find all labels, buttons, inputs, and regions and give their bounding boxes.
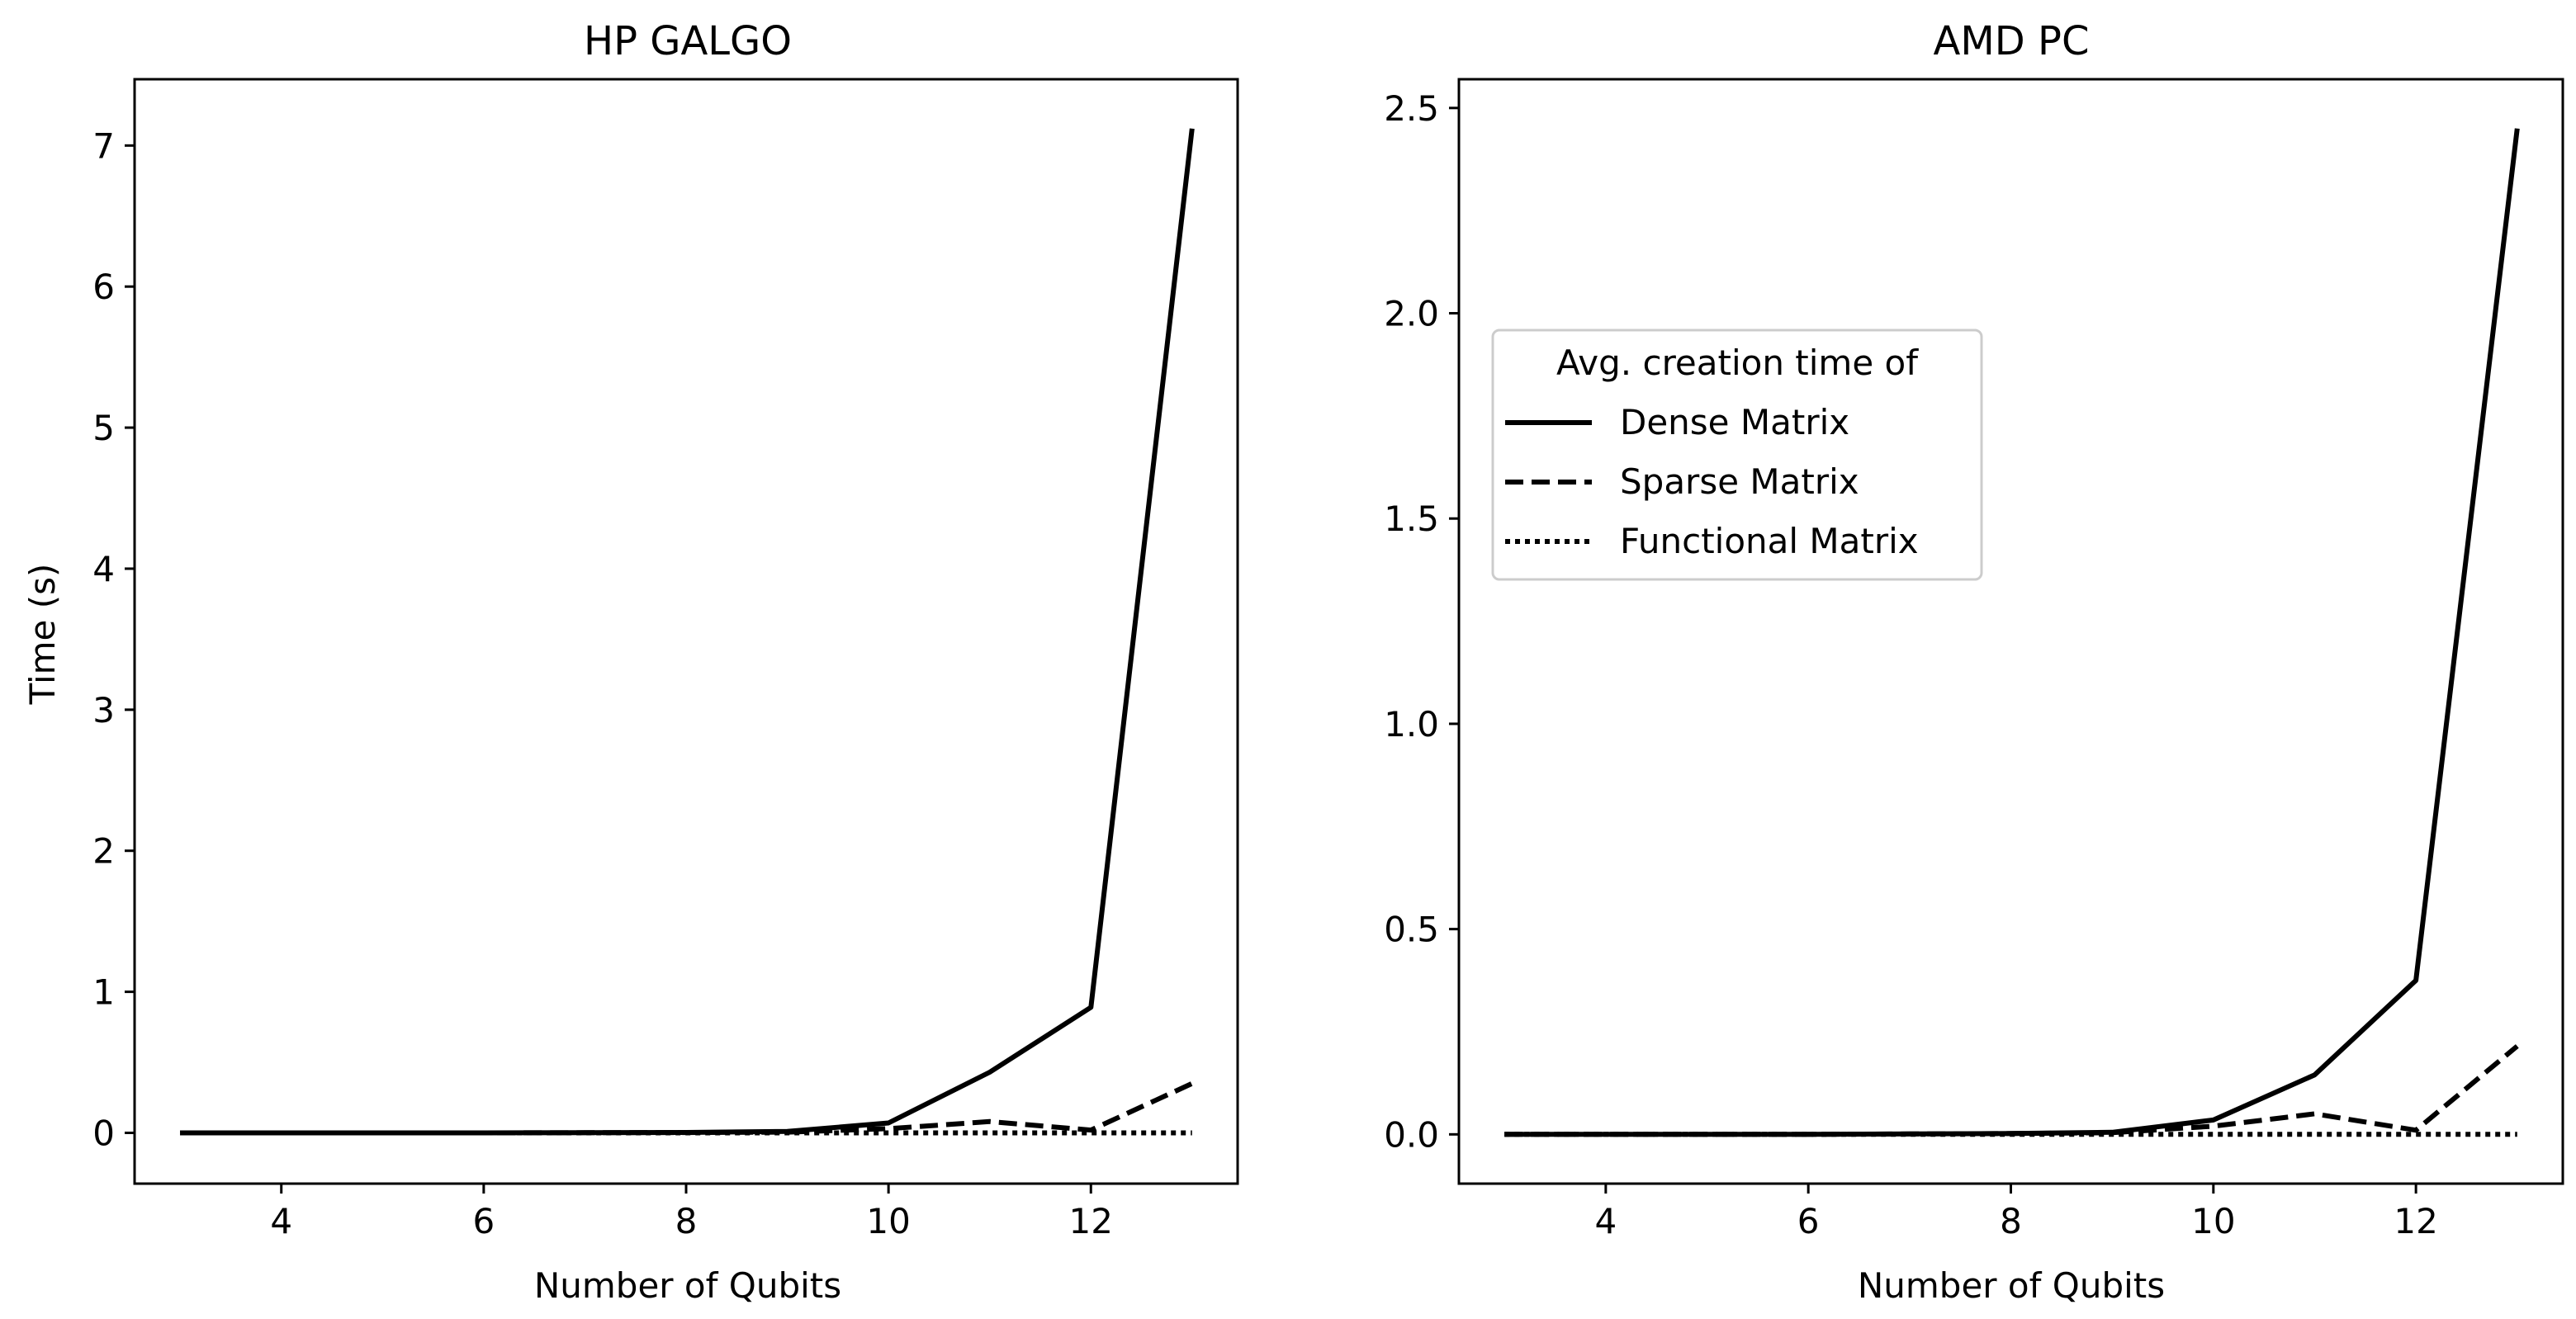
legend-box xyxy=(1491,329,1983,581)
x-tick-label: 6 xyxy=(472,1201,495,1241)
y-tick-label: 6 xyxy=(92,267,115,307)
x-tick-label: 10 xyxy=(866,1201,910,1241)
plot-frame xyxy=(133,78,1239,1185)
chart-panel-amd-pc: AMD PC Number of Qubits 4 6 8 10 12 0.0 0.5 1.0… xyxy=(1384,18,2564,1306)
y-tick-label: 0 xyxy=(92,1113,115,1153)
x-axis-label: Number of Qubits xyxy=(1858,1265,2165,1306)
y-tick-label: 1.5 xyxy=(1384,499,1439,539)
x-tick-label: 8 xyxy=(2000,1201,2022,1241)
legend-label-dense-matrix: Dense Matrix xyxy=(1620,402,1849,442)
y-tick-label: 7 xyxy=(92,125,115,166)
y-tick-label: 2.0 xyxy=(1384,294,1439,334)
y-tick-label: 0.0 xyxy=(1384,1114,1439,1155)
legend-title: Avg. creation time of xyxy=(1556,343,1919,383)
y-tick-label: 4 xyxy=(92,549,115,589)
legend-label-sparse-matrix: Sparse Matrix xyxy=(1620,461,1859,502)
x-tick-label: 4 xyxy=(1594,1201,1617,1241)
x-tick-label: 12 xyxy=(2394,1201,2437,1241)
y-tick-label: 1 xyxy=(92,972,115,1013)
chart-title: AMD PC xyxy=(1934,18,2090,64)
y-tick-label: 0.5 xyxy=(1384,910,1439,950)
y-axis-label: Time (s) xyxy=(22,564,63,706)
legend-label-functional-matrix: Functional Matrix xyxy=(1620,521,1919,561)
x-tick-label: 10 xyxy=(2191,1201,2235,1241)
x-axis-label: Number of Qubits xyxy=(534,1265,841,1306)
x-tick-label: 6 xyxy=(1797,1201,1820,1241)
chart-panel-hp-galgo: HP GALGO Number of Qubits Time (s) 4 6 8 10… xyxy=(22,18,1239,1306)
y-tick-label: 2 xyxy=(92,831,115,872)
x-tick-label: 4 xyxy=(270,1201,292,1241)
x-tick-label: 8 xyxy=(675,1201,698,1241)
plot-frame xyxy=(1457,78,2564,1185)
plot-marks: 4 6 8 10 12 0.0 0.5 1.0 1.5 2.0 2.5 xyxy=(1384,88,2520,1241)
y-tick-label: 3 xyxy=(92,690,115,730)
legend: Avg. creation time of Dense Matrix Spars… xyxy=(1491,329,1983,581)
y-tick-label: 5 xyxy=(92,408,115,448)
x-tick-label: 12 xyxy=(1069,1201,1113,1241)
chart-title: HP GALGO xyxy=(584,18,792,64)
y-tick-label: 1.0 xyxy=(1384,704,1439,745)
y-tick-label: 2.5 xyxy=(1384,88,1439,129)
